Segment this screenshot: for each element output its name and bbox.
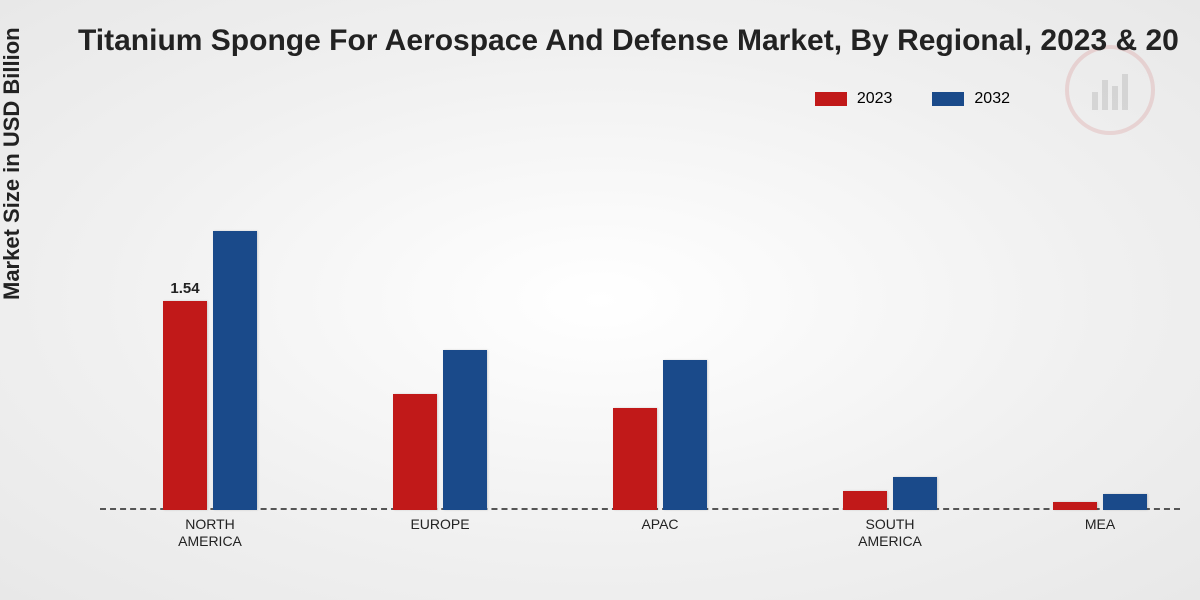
x-axis-labels: NORTH AMERICA EUROPE APAC SOUTH AMERICA MEA — [100, 516, 1180, 566]
x-label: EUROPE — [410, 516, 469, 533]
bar-group — [393, 350, 487, 510]
bar-2032 — [213, 231, 257, 510]
bar-2032 — [1103, 494, 1147, 510]
chart-title: Titanium Sponge For Aerospace And Defens… — [78, 24, 1179, 58]
bar-2032 — [893, 477, 937, 510]
bar-2023 — [613, 408, 657, 510]
legend-swatch-2023 — [815, 92, 847, 106]
x-label: APAC — [641, 516, 678, 533]
y-axis-label: Market Size in USD Billion — [0, 27, 25, 300]
value-label: 1.54 — [170, 280, 199, 297]
x-label: NORTH AMERICA — [178, 516, 242, 550]
bar-2023 — [1053, 502, 1097, 510]
legend-item-2032: 2032 — [932, 90, 1010, 108]
x-label: MEA — [1085, 516, 1115, 533]
bar-group — [163, 231, 257, 510]
bar-group — [613, 360, 707, 510]
bar-2032 — [663, 360, 707, 510]
watermark-logo — [1065, 45, 1155, 135]
bar-2023 — [843, 491, 887, 510]
bar-group — [1053, 494, 1147, 510]
legend-label-2032: 2032 — [974, 90, 1010, 108]
legend-swatch-2032 — [932, 92, 964, 106]
x-label: SOUTH AMERICA — [858, 516, 922, 550]
bar-2023 — [163, 301, 207, 510]
plot-area: 1.54 — [100, 170, 1180, 510]
bar-group — [843, 477, 937, 510]
legend-item-2023: 2023 — [815, 90, 893, 108]
bar-2032 — [443, 350, 487, 510]
legend: 2023 2032 — [815, 90, 1010, 108]
legend-label-2023: 2023 — [857, 90, 893, 108]
bar-2023 — [393, 394, 437, 510]
